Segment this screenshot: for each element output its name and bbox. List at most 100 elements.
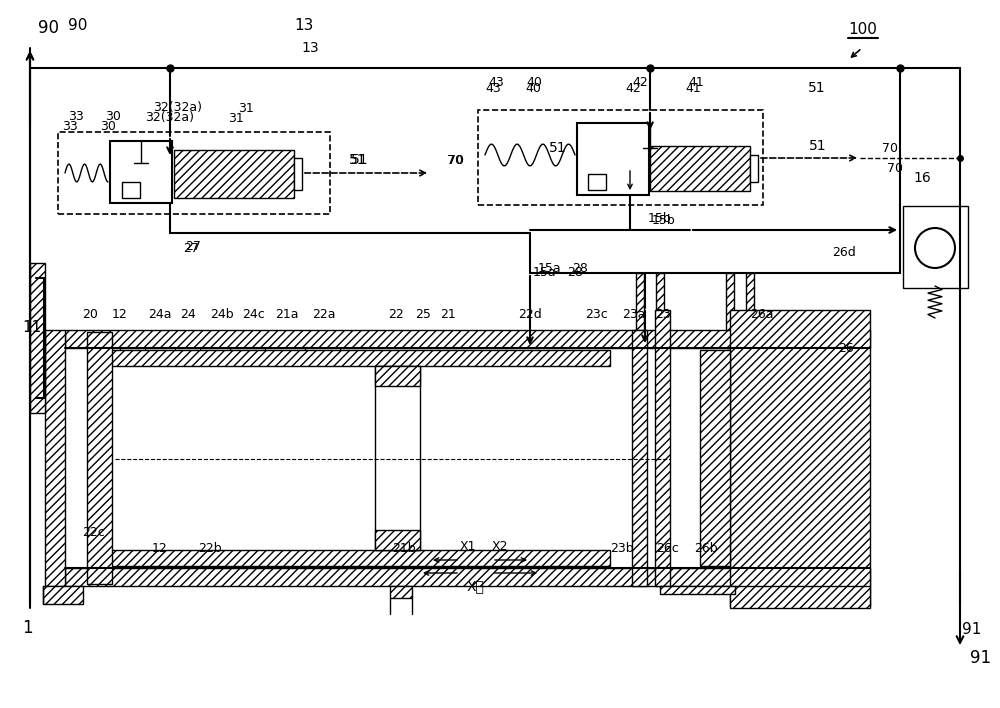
Text: 15a: 15a: [533, 266, 557, 280]
Bar: [87, 332, 112, 584]
Bar: [730, 310, 870, 606]
Text: 26b: 26b: [694, 542, 718, 554]
Text: 12: 12: [112, 309, 128, 321]
Bar: [58, 132, 330, 214]
Text: 31: 31: [228, 111, 244, 125]
Text: 41: 41: [688, 76, 704, 89]
Text: 23c: 23c: [585, 309, 608, 321]
Bar: [650, 146, 750, 191]
Text: 28: 28: [567, 266, 583, 280]
Text: 20: 20: [82, 309, 98, 321]
Text: 22: 22: [388, 309, 404, 321]
Bar: [730, 586, 870, 608]
Text: 42: 42: [632, 76, 648, 89]
Text: 51: 51: [349, 153, 367, 167]
Text: 23a: 23a: [622, 309, 646, 321]
Text: 32(32a): 32(32a): [145, 111, 194, 125]
Bar: [30, 263, 45, 413]
Text: 22a: 22a: [312, 309, 336, 321]
Text: 12: 12: [152, 542, 168, 554]
Text: 33: 33: [68, 110, 84, 122]
Bar: [90, 550, 610, 566]
Text: 40: 40: [526, 76, 542, 89]
Text: 26c: 26c: [656, 542, 679, 554]
Text: 26: 26: [838, 341, 854, 355]
Bar: [375, 366, 420, 386]
Text: 24: 24: [180, 309, 196, 321]
Text: 24a: 24a: [148, 309, 172, 321]
Bar: [375, 366, 420, 550]
Text: X1: X1: [460, 539, 477, 552]
Text: 42: 42: [625, 81, 641, 94]
Bar: [43, 586, 83, 604]
Text: 24b: 24b: [210, 309, 234, 321]
Text: 31: 31: [238, 101, 254, 115]
Text: 22d: 22d: [518, 309, 542, 321]
Text: 1: 1: [22, 619, 33, 637]
Text: 43: 43: [488, 76, 504, 89]
Text: 24c: 24c: [242, 309, 265, 321]
Bar: [588, 174, 606, 190]
Text: 27: 27: [183, 241, 199, 254]
Text: 41: 41: [685, 81, 701, 94]
Text: 23b: 23b: [610, 542, 634, 554]
Text: 51: 51: [351, 153, 369, 167]
Text: 22c: 22c: [82, 527, 105, 539]
Text: 33: 33: [62, 120, 78, 132]
Bar: [656, 273, 664, 348]
Text: X軸: X軸: [467, 579, 485, 593]
Bar: [577, 123, 649, 195]
Text: 26a: 26a: [750, 309, 774, 321]
Bar: [726, 273, 734, 348]
Text: 70: 70: [882, 142, 898, 154]
Text: 15b: 15b: [648, 212, 672, 224]
Text: 11: 11: [22, 321, 41, 336]
Text: 51: 51: [809, 139, 827, 153]
Text: 13: 13: [294, 18, 314, 33]
Bar: [375, 530, 420, 550]
Bar: [122, 182, 140, 198]
Bar: [174, 150, 294, 198]
Bar: [390, 586, 412, 598]
Text: 100: 100: [848, 23, 877, 38]
Bar: [750, 155, 758, 182]
Text: 28: 28: [572, 261, 588, 275]
Text: 70: 70: [887, 161, 903, 174]
Bar: [660, 586, 735, 594]
Text: 15a: 15a: [538, 261, 562, 275]
Text: 25: 25: [415, 309, 431, 321]
Text: 43: 43: [485, 81, 501, 94]
Text: 13: 13: [301, 41, 319, 55]
Text: 30: 30: [105, 110, 121, 122]
Text: 30: 30: [100, 120, 116, 132]
Text: 23: 23: [655, 309, 671, 321]
Bar: [45, 330, 65, 586]
Bar: [294, 158, 302, 190]
Bar: [700, 350, 730, 566]
Text: 16: 16: [913, 171, 931, 185]
Bar: [655, 310, 670, 586]
Bar: [65, 330, 870, 348]
Text: 51: 51: [549, 141, 567, 155]
Text: 32(32a): 32(32a): [153, 101, 202, 115]
Text: 70: 70: [447, 154, 463, 166]
Text: 91: 91: [970, 649, 991, 667]
Bar: [636, 273, 644, 348]
Text: 70: 70: [448, 154, 464, 166]
Bar: [746, 273, 754, 348]
Bar: [65, 568, 870, 586]
Text: X2: X2: [492, 539, 509, 552]
Text: 90: 90: [68, 18, 87, 33]
Text: 21b: 21b: [392, 542, 416, 554]
Text: 40: 40: [525, 81, 541, 94]
Bar: [110, 141, 172, 203]
Text: 90: 90: [38, 19, 59, 37]
Bar: [632, 330, 647, 586]
Text: 22b: 22b: [198, 542, 222, 554]
Text: 15b: 15b: [652, 214, 676, 227]
Text: 51: 51: [808, 81, 826, 95]
Text: 21a: 21a: [275, 309, 298, 321]
Bar: [903, 206, 968, 288]
Bar: [90, 350, 610, 366]
Text: 26d: 26d: [832, 246, 856, 260]
